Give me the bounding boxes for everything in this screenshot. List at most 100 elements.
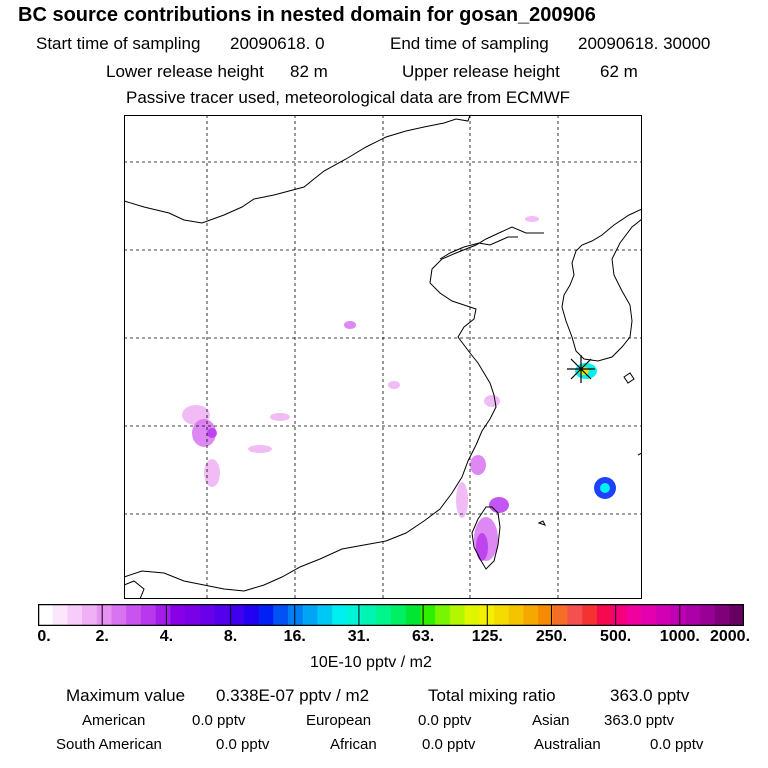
concentration-plumes — [182, 216, 616, 561]
plume-central-3 — [388, 381, 400, 389]
start-time-value: 20090618. 0 — [230, 34, 325, 53]
colorbar-cell — [685, 604, 701, 626]
colorbar-tick-label: 31. — [347, 628, 371, 645]
coastline-bohai-north — [124, 115, 471, 224]
coastline-kyushu — [623, 372, 635, 384]
colorbar-cell — [332, 604, 348, 626]
start-time-label: Start time of sampling — [36, 34, 201, 53]
tracer-note: Passive tracer used, meteorological data… — [126, 88, 571, 107]
coastline-china-east — [124, 226, 544, 592]
colorbar-cell — [611, 604, 627, 626]
coastline-shandong — [439, 236, 518, 260]
african-value: 0.0 pptv — [422, 736, 476, 753]
colorbar-cell — [523, 604, 539, 626]
colorbar-cell — [155, 604, 171, 626]
colorbar-cell — [596, 604, 613, 626]
colorbar-tick-label: 2. — [95, 628, 109, 645]
colorbar-cell — [185, 604, 201, 626]
plume-central-1 — [270, 413, 290, 421]
lower-height-label: Lower release height — [106, 62, 264, 81]
colorbar-tick-label: 1000. — [659, 628, 700, 645]
plume-taiwan-2 — [476, 533, 488, 561]
plume-ryukyu-inner — [600, 483, 610, 493]
end-time-label: End time of sampling — [390, 34, 549, 53]
plume-coast-1 — [484, 395, 500, 407]
max-value: 0.338E-07 pptv / m2 — [216, 686, 370, 705]
colorbar-dividers — [101, 604, 681, 626]
plume-coast-2 — [470, 455, 486, 475]
colorbar-cell — [140, 604, 157, 626]
colorbar-cell — [391, 604, 407, 626]
american-label: American — [82, 712, 146, 729]
total-mixing-label: Total mixing ratio — [428, 686, 556, 705]
colorbar-cell — [655, 604, 672, 626]
receptor-asterisk-icon — [567, 355, 595, 383]
map-border — [124, 115, 642, 599]
colorbar-cell — [582, 604, 598, 626]
coastline-island-2 — [537, 520, 546, 526]
colorbar-cell — [361, 604, 377, 626]
colorbar-cell — [508, 604, 524, 626]
australian-value: 0.0 pptv — [650, 736, 704, 753]
lower-height-value: 82 m — [290, 62, 328, 81]
plume-coast-3 — [456, 482, 468, 518]
asian-value: 363.0 pptv — [604, 712, 675, 729]
asian-label: Asian — [532, 712, 570, 729]
colorbar-cell — [538, 604, 554, 626]
colorbar — [38, 604, 744, 626]
colorbar-cell — [552, 604, 569, 626]
colorbar-tick-label: 4. — [159, 628, 174, 645]
colorbar-cell — [493, 604, 510, 626]
plume-yellow-sea — [525, 216, 539, 222]
colorbar-cell — [729, 604, 744, 626]
colorbar-cell — [126, 604, 142, 626]
colorbar-tick-label: 125. — [471, 628, 503, 645]
colorbar-cell — [288, 604, 304, 626]
colorbar-cell — [317, 604, 333, 626]
colorbar-cell — [420, 604, 436, 626]
colorbar-cell — [464, 604, 480, 626]
colorbar-cells — [38, 604, 744, 626]
coastline-taiwan — [471, 506, 501, 570]
plume-west-4 — [204, 459, 220, 487]
plume-west-3 — [207, 428, 217, 438]
colorbar-cell — [199, 604, 216, 626]
colorbar-cell — [96, 604, 113, 626]
colorbar-cell — [258, 604, 274, 626]
colorbar-cell — [38, 604, 54, 626]
upper-height-label: Upper release height — [402, 62, 560, 81]
american-value: 0.0 pptv — [192, 712, 246, 729]
colorbar-cell — [449, 604, 466, 626]
colorbar-tick-label: 2000. — [709, 628, 751, 645]
australian-label: Australian — [534, 736, 601, 753]
colorbar-cell — [626, 604, 642, 626]
upper-height-value: 62 m — [600, 62, 638, 81]
map-title: BC source contributions in nested domain… — [18, 4, 596, 26]
colorbar-cell — [435, 604, 451, 626]
colorbar-cell — [243, 604, 260, 626]
plume-central-2 — [344, 321, 356, 329]
colorbar-cell — [670, 604, 686, 626]
colorbar-cell — [170, 604, 186, 626]
coastlines — [124, 115, 642, 599]
max-value-label: Maximum value — [66, 686, 186, 705]
colorbar-cell — [214, 604, 230, 626]
european-value: 0.0 pptv — [418, 712, 472, 729]
map-panel — [124, 115, 642, 599]
coastline-hainan-area — [124, 580, 145, 599]
african-label: African — [330, 736, 377, 753]
colorbar-unit-label: 10E-10 pptv / m2 — [310, 654, 432, 671]
colorbar-tick-label: 0. — [37, 628, 51, 645]
colorbar-tick-label: 16. — [283, 628, 306, 645]
colorbar-cell — [52, 604, 69, 626]
colorbar-cell — [82, 604, 98, 626]
colorbar-tick-label: 63. — [411, 628, 435, 645]
colorbar-cell — [641, 604, 657, 626]
plume-west-5 — [248, 445, 272, 453]
plume-taiwan-north — [489, 497, 509, 513]
colorbar-tick-label: 250. — [535, 628, 568, 645]
end-time-value: 20090618. 30000 — [578, 34, 711, 53]
south-american-value: 0.0 pptv — [216, 736, 270, 753]
colorbar-tick-label: 500. — [600, 628, 632, 645]
south-american-label: South American — [56, 736, 162, 753]
